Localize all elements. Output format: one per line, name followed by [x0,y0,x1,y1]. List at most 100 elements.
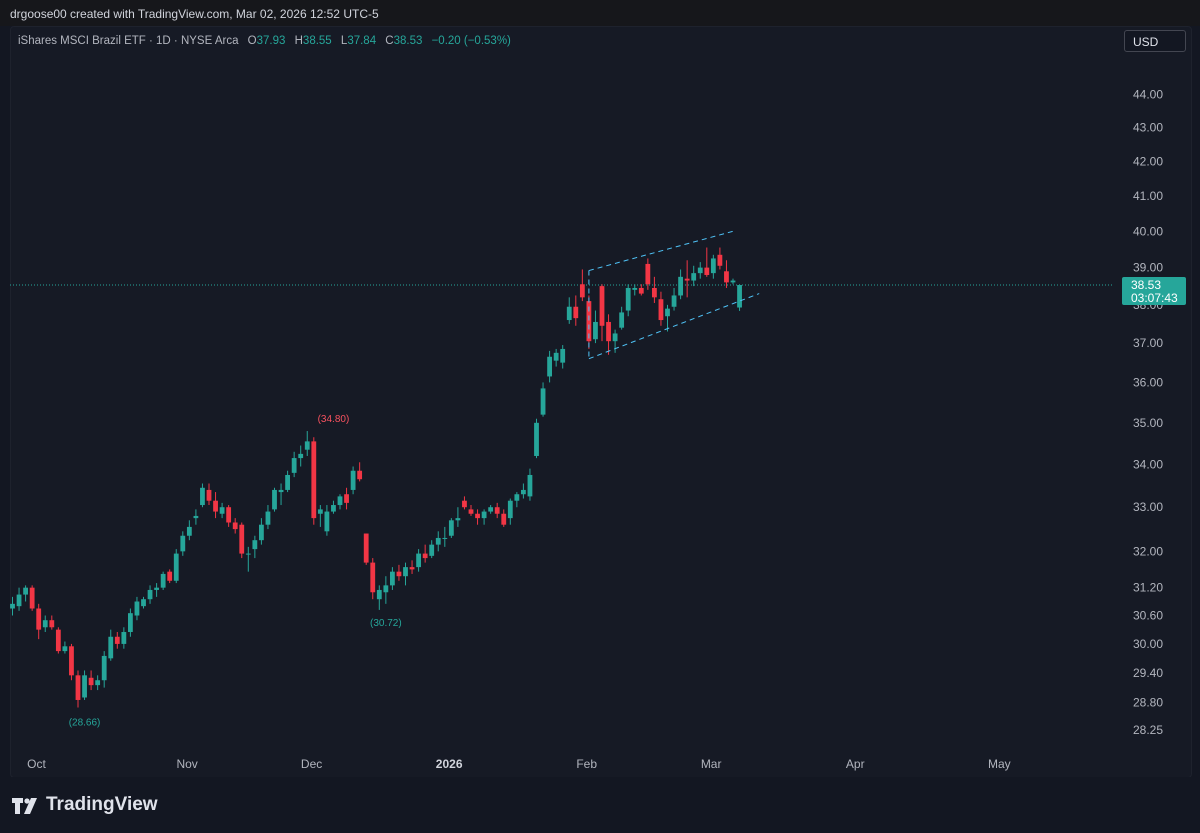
candle-body [383,585,389,593]
y-tick-label: 32.00 [1133,544,1163,558]
brand-name[interactable]: TradingView [46,794,158,815]
y-tick-label: 36.00 [1133,375,1163,389]
candle-body [710,258,716,274]
candle-body [147,589,153,600]
candle-body [566,306,572,321]
candle-body [252,540,258,550]
candle-body [678,276,683,296]
candle-body [560,348,566,363]
y-tick-label: 42.00 [1133,154,1163,168]
candle-body [521,489,526,495]
price-tag-value: 38.53 [1131,278,1161,292]
y-tick-label: 35.00 [1133,416,1163,430]
candle-body [69,646,74,676]
candle-body [344,494,349,503]
candle-body [455,518,461,521]
y-tick-label: 43.00 [1133,121,1163,135]
candle-body [403,567,408,577]
candle-body [42,620,48,628]
channel-upper-line [588,230,734,272]
change-value: −0.20 (−0.53%) [431,35,511,47]
candle-body [36,608,42,630]
candle-body [658,299,664,321]
symbol-title[interactable]: iShares MSCI Brazil ETF · 1D · NYSE Arca [18,35,239,47]
candle-body [645,263,651,285]
price-tag-countdown: 03:07:43 [1131,291,1178,305]
candle-body [370,562,376,593]
candle-body [724,271,729,283]
price-annotation: (30.72) [370,618,402,629]
price-annotation: (34.80) [318,414,350,425]
y-tick-label: 30.00 [1133,637,1163,651]
candle-body [579,284,585,298]
candle-body [226,507,232,523]
y-tick-label: 28.80 [1133,695,1163,709]
candle-body [462,500,467,508]
candle-body [324,511,330,532]
attribution-bar: drgoose00 created with TradingView.com, … [0,0,1200,26]
open-value: 37.93 [256,35,286,47]
y-tick-label: 41.00 [1133,189,1163,203]
candle-body [416,553,421,568]
candle-body [540,388,546,415]
close-value: 38.53 [393,35,423,47]
low-value: 37.84 [347,35,377,47]
candle-body [23,587,28,595]
candle-body [586,301,592,342]
candle-body [665,308,670,317]
candle-body [278,489,284,493]
candle-body [357,470,363,480]
candle-body [619,312,625,328]
candle-body [514,494,520,501]
price-tag-box [1122,276,1186,305]
high-value: 38.55 [302,35,332,47]
candle-body [671,295,677,307]
candle-body [29,587,35,609]
candle-body [239,524,245,554]
channel-lower-line [588,293,760,360]
candle-body [232,522,238,530]
candle-body [632,287,638,290]
candle-body [704,267,710,275]
candle-body [573,306,579,319]
chart-panel[interactable] [10,26,1192,778]
x-tick-label: May [988,757,1011,771]
candle-body [49,620,55,628]
candle-body [507,500,513,519]
candle-body [737,284,742,308]
candle-body [304,441,310,450]
candle-body [475,513,480,519]
candle-body [272,489,277,510]
y-tick-label: 37.00 [1133,336,1163,350]
high-label: H [294,35,303,47]
x-tick-label: 2026 [436,757,463,771]
footer [0,777,1200,833]
candle-body [448,520,454,536]
candle-body [55,629,61,652]
candle-body [494,507,500,514]
close-label: C [385,35,394,47]
candle-body [606,321,611,342]
candle-body [442,537,448,539]
low-label: L [340,35,348,47]
candle-body [134,601,140,616]
candle-body [121,632,127,644]
candle-body [311,441,317,519]
candle-body [376,589,382,600]
x-tick-label: Apr [846,757,865,771]
candle-body [186,526,192,536]
candle-body [173,553,179,581]
candle-body [114,636,120,644]
candle-body [331,505,336,512]
price-annotation: (28.66) [69,717,101,728]
candle-body [298,453,304,459]
y-tick-label: 40.00 [1133,224,1163,238]
candle-body [697,267,703,274]
x-tick-label: Mar [701,757,722,771]
candle-body [88,677,94,686]
currency-selector[interactable]: USD [1124,30,1186,52]
candle-body [599,286,605,326]
candle-body [527,474,533,497]
candle-body [265,511,271,525]
